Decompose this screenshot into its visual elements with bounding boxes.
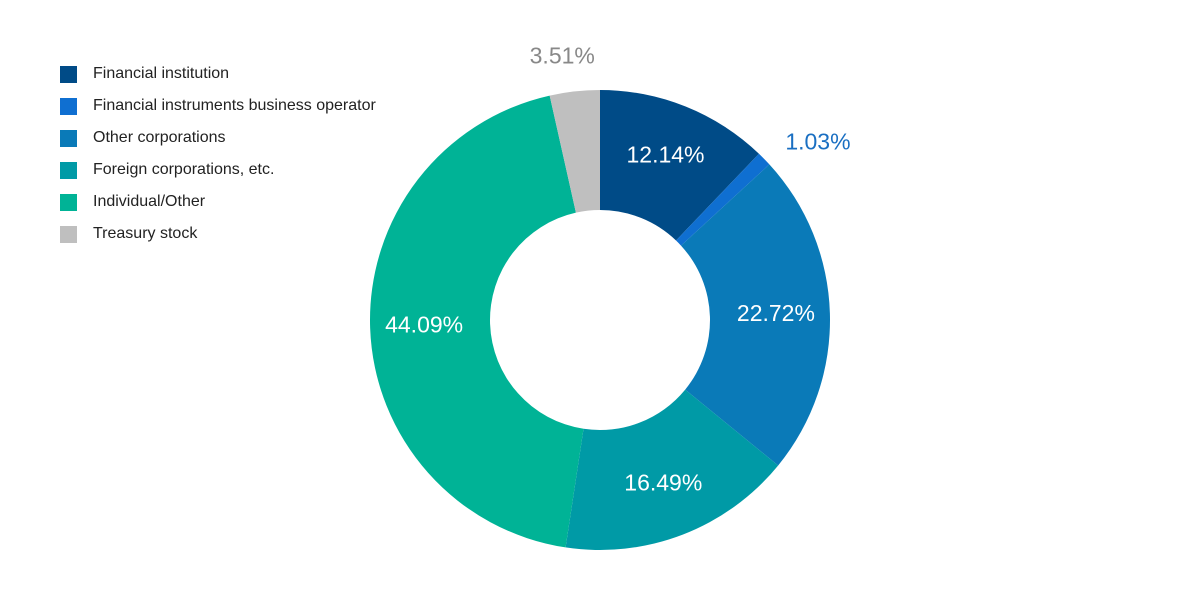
legend-swatch [60,65,77,83]
legend-label: Foreign corporations, etc. [93,161,275,178]
chart-legend: Financial institution Financial instrume… [60,58,376,250]
legend-label: Treasury stock [93,225,198,242]
donut-labels: 12.14% 1.03% 22.72% 16.49% 44.09% 3.51% [385,43,850,496]
legend-label: Other corporations [93,129,226,146]
legend-item-financial-institution: Financial institution [60,58,376,90]
slice-value-label-5: 3.51% [530,43,595,69]
legend-swatch [60,225,77,243]
donut-slice-2 [680,164,830,466]
legend-swatch [60,97,77,115]
donut-slice-4 [370,95,584,548]
legend-item-foreign-corporations: Foreign corporations, etc. [60,154,376,186]
slice-value-label-1: 1.03% [785,129,850,155]
slice-value-label-3: 16.49% [624,469,702,495]
legend-item-financial-instruments-business-operator: Financial instruments business operator [60,90,376,122]
donut-slice-5 [549,90,600,213]
legend-label: Individual/Other [93,193,206,210]
donut-slice-3 [565,389,779,550]
slice-value-label-2: 22.72% [737,300,815,326]
legend-swatch [60,161,77,179]
legend-item-treasury-stock: Treasury stock [60,218,376,250]
legend-swatch [60,129,77,147]
legend-swatch [60,193,77,211]
legend-item-individual-other: Individual/Other [60,186,376,218]
legend-item-other-corporations: Other corporations [60,122,376,154]
slice-value-label-4: 44.09% [385,311,463,337]
legend-label: Financial institution [93,65,230,82]
donut-slice-1 [676,153,770,246]
legend-label: Financial instruments business operator [93,97,376,114]
donut-slice-0 [600,90,759,241]
donut-slices [370,90,830,550]
slice-value-label-0: 12.14% [627,142,705,168]
